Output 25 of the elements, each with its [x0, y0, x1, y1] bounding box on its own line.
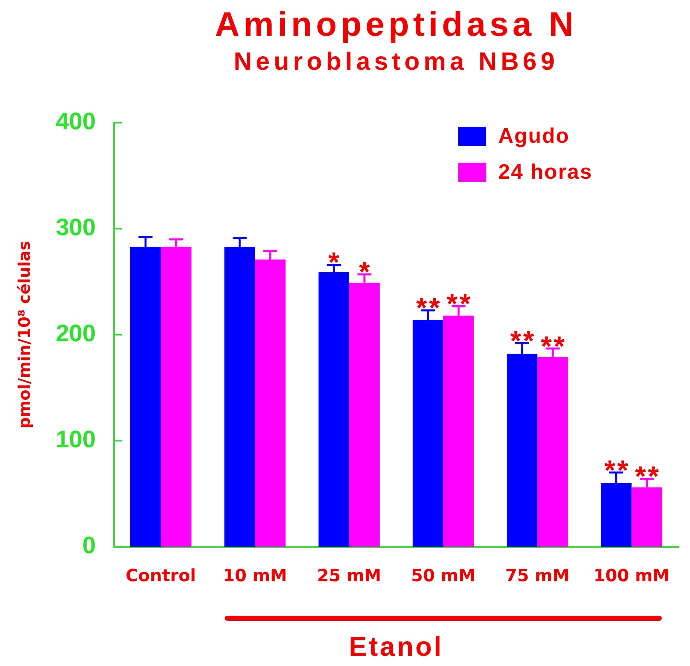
legend-label: 24 horas [498, 160, 593, 184]
chart-subtitle: Neuroblastoma NB69 [233, 48, 560, 76]
y-tick-label: 200 [56, 320, 96, 348]
y-tick-label: 300 [56, 214, 96, 242]
x-tick-label: 100 mM [594, 566, 670, 587]
data-label: * [328, 247, 342, 278]
x-tick-label: Control [126, 566, 196, 587]
x-tick-label: 25 mM [317, 566, 382, 587]
chart-title: Aminopeptidasa N [214, 6, 579, 44]
data-label: ** [604, 454, 630, 486]
x-tick-label: 50 mM [411, 566, 476, 587]
y-tick-label: 0 [82, 532, 96, 560]
x-tick-label: 75 mM [506, 566, 570, 587]
data-label: ** [416, 292, 442, 324]
data-label: ** [446, 288, 473, 320]
y-tick-label: 400 [56, 108, 96, 136]
x-tick-label: 10 mM [223, 566, 288, 587]
data-label: * [359, 256, 372, 288]
data-label: ** [635, 461, 662, 492]
y-axis-title: pmol/min/10⁸ células [14, 241, 34, 429]
y-tick-label: 100 [56, 426, 96, 454]
legend-label: Agudo [498, 124, 570, 148]
text: Etanol [348, 632, 445, 662]
data-label: ** [510, 325, 536, 356]
data-label: ** [541, 330, 567, 362]
